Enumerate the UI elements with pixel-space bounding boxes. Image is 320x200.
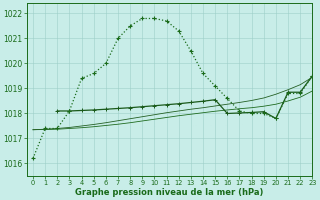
X-axis label: Graphe pression niveau de la mer (hPa): Graphe pression niveau de la mer (hPa) bbox=[76, 188, 264, 197]
